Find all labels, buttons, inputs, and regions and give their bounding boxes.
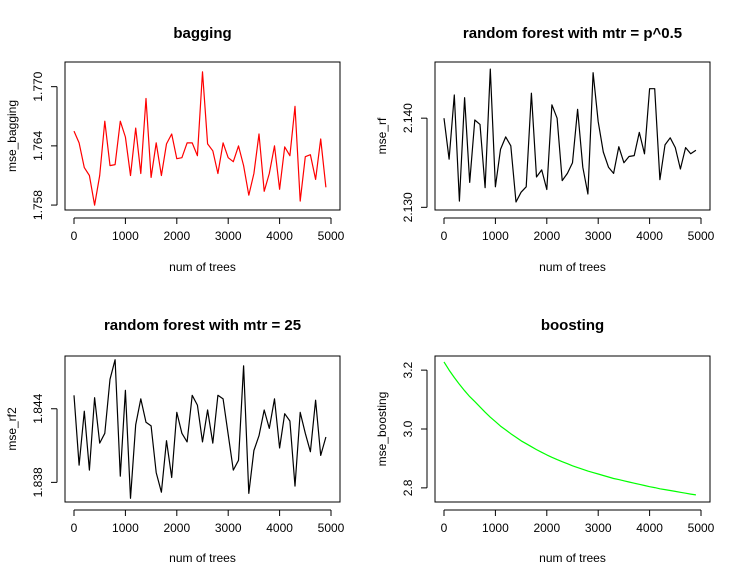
- x-tick-label: 0: [71, 229, 78, 243]
- x-tick-label: 5000: [688, 229, 715, 243]
- x-tick-label: 1000: [112, 521, 139, 535]
- x-axis-label: num of trees: [539, 551, 606, 565]
- x-tick-label: 5000: [318, 229, 345, 243]
- y-tick-label: 1.764: [31, 131, 45, 161]
- y-tick-label: 1.838: [31, 467, 45, 497]
- x-tick-label: 3000: [585, 229, 612, 243]
- y-tick-label: 1.770: [31, 71, 45, 101]
- plot-frame: [64, 61, 341, 211]
- y-axis-label: mse_rf2: [5, 407, 19, 451]
- series-line: [443, 361, 696, 496]
- chart-title: random forest with mtr = 25: [104, 317, 301, 334]
- series-line: [443, 68, 697, 203]
- x-tick-label: 1000: [112, 229, 139, 243]
- y-axis-label: mse_bagging: [5, 100, 19, 172]
- y-tick-label: 1.758: [31, 190, 45, 220]
- x-axis-label: num of trees: [169, 551, 236, 565]
- y-tick-label: 2.140: [401, 103, 415, 133]
- series-line: [73, 359, 327, 499]
- x-tick-label: 2000: [163, 229, 190, 243]
- y-tick-label: 3.2: [401, 361, 415, 378]
- plot-frame: [64, 355, 341, 503]
- chart-title: bagging: [173, 25, 231, 42]
- x-tick-label: 0: [441, 229, 448, 243]
- x-tick-label: 5000: [688, 521, 715, 535]
- chart-title: random forest with mtr = p^0.5: [463, 25, 682, 42]
- x-tick-label: 1000: [482, 229, 509, 243]
- y-tick-label: 3.0: [401, 420, 415, 437]
- x-tick-label: 4000: [636, 229, 663, 243]
- plot-frame: [434, 61, 711, 211]
- series-line: [73, 71, 327, 206]
- x-tick-label: 3000: [215, 521, 242, 535]
- x-tick-label: 3000: [215, 229, 242, 243]
- x-tick-label: 4000: [636, 521, 663, 535]
- x-tick-label: 2000: [163, 521, 190, 535]
- y-axis-label: mse_rf: [375, 117, 389, 154]
- y-axis-label: mse_boosting: [375, 392, 389, 467]
- x-tick-label: 4000: [266, 229, 293, 243]
- y-tick-label: 2.130: [401, 192, 415, 222]
- x-tick-label: 4000: [266, 521, 293, 535]
- x-tick-label: 2000: [533, 521, 560, 535]
- x-tick-label: 1000: [482, 521, 509, 535]
- x-tick-label: 0: [71, 521, 78, 535]
- x-tick-label: 5000: [318, 521, 345, 535]
- y-tick-label: 1.844: [31, 393, 45, 423]
- x-axis-label: num of trees: [539, 260, 606, 274]
- x-tick-label: 2000: [533, 229, 560, 243]
- chart-title: boosting: [541, 317, 604, 334]
- y-tick-label: 2.8: [401, 479, 415, 496]
- x-tick-label: 3000: [585, 521, 612, 535]
- x-tick-label: 0: [441, 521, 448, 535]
- plot-frame: [434, 355, 711, 503]
- x-axis-label: num of trees: [169, 260, 236, 274]
